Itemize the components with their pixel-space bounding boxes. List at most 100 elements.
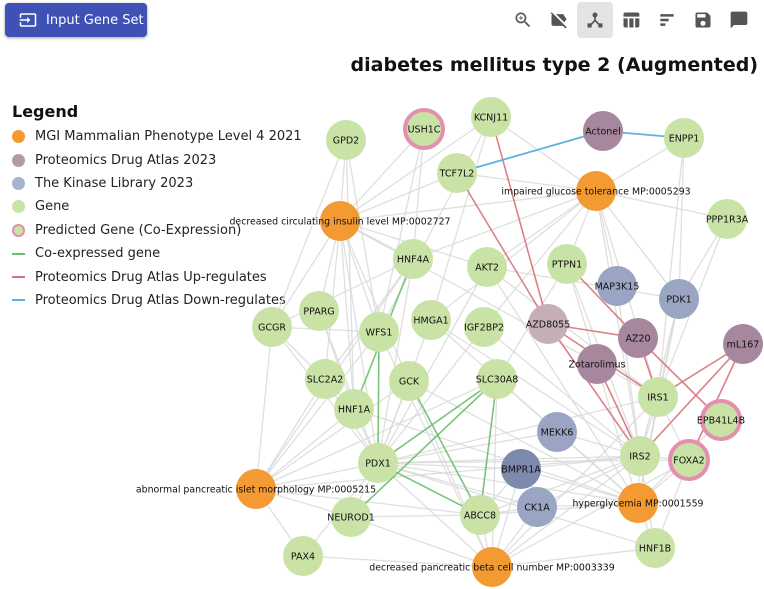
node-label: ENPP1 xyxy=(669,134,700,145)
edge-gray xyxy=(302,555,493,568)
node-bmpr1a[interactable] xyxy=(501,449,541,489)
input-gene-set-label: Input Gene Set xyxy=(46,12,144,28)
node-hnf1b[interactable] xyxy=(635,528,675,568)
edge-gray xyxy=(350,516,493,568)
node-zotarolimus[interactable] xyxy=(577,344,617,384)
edge-gray xyxy=(339,220,410,382)
node-irs2[interactable] xyxy=(620,436,660,476)
node-pdk1[interactable] xyxy=(659,279,699,319)
node-label: PTPN1 xyxy=(552,260,582,271)
comment-button[interactable] xyxy=(721,2,757,38)
node-slc30a8[interactable] xyxy=(477,359,517,399)
node-epb41l4b[interactable] xyxy=(700,399,742,441)
legend-dot-swatch xyxy=(12,153,25,167)
node-mekk6[interactable] xyxy=(537,412,577,452)
input-gene-set-button[interactable]: Input Gene Set xyxy=(5,3,147,37)
node-neurod1[interactable] xyxy=(331,497,371,537)
node-pparg[interactable] xyxy=(299,291,339,331)
node-label: IRS1 xyxy=(647,393,668,404)
node-gpd2[interactable] xyxy=(326,120,366,160)
node-igt[interactable] xyxy=(576,171,616,211)
node-label: GPD2 xyxy=(333,136,359,147)
node-wfs1[interactable] xyxy=(359,312,399,352)
node-akt2[interactable] xyxy=(467,247,507,287)
node-gcgr[interactable] xyxy=(252,307,292,347)
edge-red xyxy=(456,172,549,325)
node-gck[interactable] xyxy=(389,361,429,401)
node-hyper[interactable] xyxy=(618,483,658,523)
edge-gray xyxy=(616,285,641,457)
hide-labels-button[interactable] xyxy=(541,2,577,38)
node-ppp1r3a[interactable] xyxy=(707,199,747,239)
legend-item-label: Co-expressed gene xyxy=(35,246,161,262)
edge-gray xyxy=(345,139,380,333)
edge-gray xyxy=(353,408,639,504)
edge-gray xyxy=(255,462,379,490)
node-igf2bp2[interactable] xyxy=(464,307,504,347)
node-pdx1[interactable] xyxy=(358,443,398,483)
edge-gray xyxy=(271,139,347,328)
node-label: EPB41L4B xyxy=(697,416,745,427)
node-label: AKT2 xyxy=(475,263,499,274)
node-az20[interactable] xyxy=(618,318,658,358)
node-label: GCK xyxy=(399,377,420,388)
legend-dot-swatch xyxy=(12,223,25,237)
node-label: BMPR1A xyxy=(501,465,541,476)
node-azd8055[interactable] xyxy=(528,304,568,344)
edge-gray xyxy=(255,380,410,490)
edge-gray xyxy=(483,190,597,328)
legend-item-label: Proteomics Drug Atlas Up-regulates xyxy=(35,269,267,285)
bar-chart-button[interactable] xyxy=(649,2,685,38)
node-ptpn1[interactable] xyxy=(547,244,587,284)
node-hmga1[interactable] xyxy=(411,300,451,340)
edge-green xyxy=(377,331,380,464)
edge-gray xyxy=(377,462,538,508)
node-irs1[interactable] xyxy=(638,377,678,417)
node-kcnj11[interactable] xyxy=(471,97,511,137)
node-label: GCGR xyxy=(258,323,286,334)
edge-gray xyxy=(491,396,659,568)
edge-gray xyxy=(339,172,458,222)
save-button[interactable] xyxy=(685,2,721,38)
node-dpbc[interactable] xyxy=(472,547,512,587)
legend-item-label: MGI Mammalian Phenotype Level 4 2021 xyxy=(35,129,302,145)
legend-item-label: Proteomics Drug Atlas Down-regulates xyxy=(35,292,286,308)
node-label: HNF1B xyxy=(639,544,671,555)
node-actonel[interactable] xyxy=(583,111,623,151)
edge-gray xyxy=(479,502,639,516)
node-pax4[interactable] xyxy=(283,536,323,576)
edge-gray xyxy=(377,462,656,549)
node-dcil[interactable] xyxy=(320,201,360,241)
node-map3k15[interactable] xyxy=(597,266,637,306)
node-apim[interactable] xyxy=(236,469,276,509)
node-hnf1a[interactable] xyxy=(334,389,374,429)
network-view-button[interactable] xyxy=(577,2,613,38)
node-label: impaired glucose tolerance MP:0005293 xyxy=(501,187,690,198)
edge-gray xyxy=(491,459,690,568)
node-label: PAX4 xyxy=(291,552,315,563)
table-icon xyxy=(623,12,640,28)
zoom-button[interactable] xyxy=(505,2,541,38)
legend-item: Predicted Gene (Co-Expression) xyxy=(12,219,302,242)
toolbar xyxy=(505,2,757,38)
node-tcf7l2[interactable] xyxy=(437,153,477,193)
node-ck1a[interactable] xyxy=(517,487,557,527)
edge-gray xyxy=(339,190,597,222)
node-hnf4a[interactable] xyxy=(393,239,433,279)
edge-gray xyxy=(339,220,355,410)
table-view-button[interactable] xyxy=(613,2,649,38)
node-foxa2[interactable] xyxy=(668,439,710,481)
node-label: KCNJ11 xyxy=(474,113,508,124)
node-ush1c[interactable] xyxy=(403,108,445,150)
edge-gray xyxy=(486,266,639,504)
node-enpp1[interactable] xyxy=(664,118,704,158)
node-label: USH1C xyxy=(408,125,441,136)
node-slc2a2[interactable] xyxy=(305,359,345,399)
legend-items: MGI Mammalian Phenotype Level 4 2021 Prot… xyxy=(12,125,302,312)
edge-gray xyxy=(408,380,493,568)
node-ml167[interactable] xyxy=(723,324,763,364)
node-label: IRS2 xyxy=(629,452,650,463)
legend-line-swatch xyxy=(12,252,25,255)
node-abcc8[interactable] xyxy=(460,495,500,535)
